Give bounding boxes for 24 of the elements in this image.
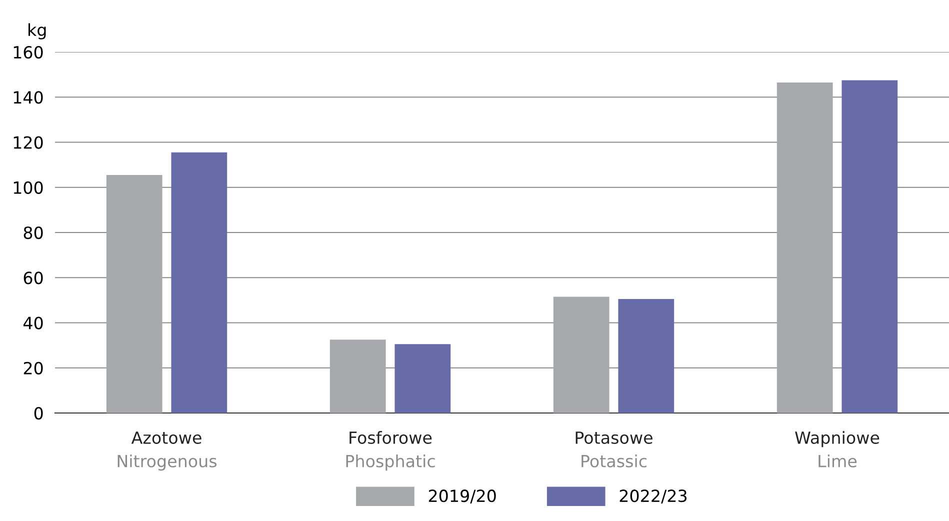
y-tick-label: 60: [24, 272, 43, 284]
y-tick-label: 120: [14, 136, 43, 149]
x-tick-label: Potasowe Potassic: [576, 432, 652, 468]
y-tick-label: 100: [14, 181, 43, 194]
bar: [842, 80, 898, 413]
y-tick-label: 0: [34, 406, 43, 420]
x-tick-label: Wapniowe Lime: [795, 431, 880, 468]
y-tick-label: 160: [14, 46, 43, 59]
bar: [106, 174, 162, 413]
legend-label: 2019/20: [428, 490, 496, 504]
bar: [330, 340, 386, 413]
bar: [553, 296, 610, 413]
y-tick-label: 40: [23, 316, 43, 330]
x-tick-label: Azotowe Nitrogenous: [118, 432, 217, 471]
bar: [776, 82, 833, 413]
y-axis-title: kg: [28, 23, 46, 40]
bar: [394, 344, 451, 413]
legend-label: 2022/23: [620, 490, 687, 504]
y-tick-label: 20: [24, 362, 43, 374]
y-tick-label: 140: [14, 91, 43, 104]
x-tick-label: Fosforowe Phosphatic: [346, 431, 435, 471]
y-tick-label: 80: [24, 226, 43, 240]
bar: [171, 152, 228, 413]
bar: [618, 299, 674, 413]
